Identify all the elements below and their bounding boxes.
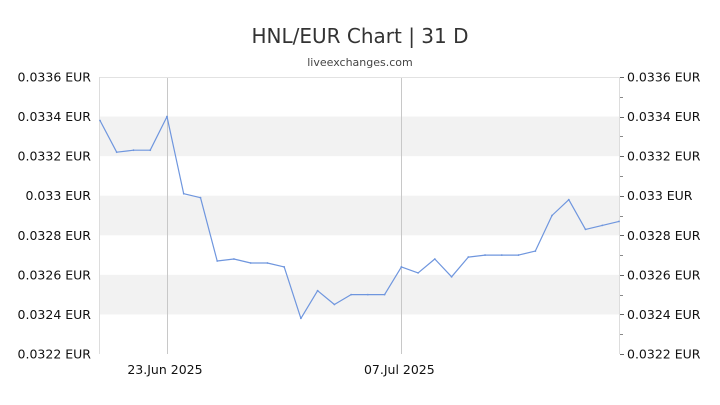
y-tick-label-left: 0.0332 EUR	[18, 149, 92, 164]
data-point	[366, 293, 369, 296]
data-point	[450, 275, 453, 278]
y-tick-label-left: 0.0326 EUR	[18, 267, 92, 282]
x-grid-lines	[167, 77, 402, 354]
series-group	[99, 115, 620, 320]
y-tick-label-right: 0.033 EUR	[627, 188, 693, 203]
data-point	[618, 220, 620, 223]
data-point	[400, 266, 403, 268]
data-point	[350, 293, 353, 296]
data-point	[484, 254, 486, 256]
y-tick-label-right: 0.0332 EUR	[627, 149, 701, 164]
y-tick-label-right: 0.0322 EUR	[627, 347, 701, 362]
data-point	[417, 271, 419, 274]
data-point	[383, 293, 386, 296]
data-point	[333, 303, 336, 306]
data-point	[216, 260, 219, 262]
y-tick-label-left: 0.0322 EUR	[18, 347, 92, 362]
data-point	[182, 192, 185, 195]
y-tick-label-right: 0.0336 EUR	[627, 70, 701, 85]
data-point	[467, 256, 470, 258]
y-tick-label-right: 0.0334 EUR	[627, 109, 701, 124]
x-axis: 23.Jun 2025 07.Jul 2025	[127, 362, 434, 377]
grid-bands	[100, 116, 619, 315]
data-point	[99, 119, 101, 122]
data-point	[199, 196, 202, 199]
data-point	[433, 258, 436, 260]
data-point	[115, 151, 118, 154]
y-tick-label-left: 0.0324 EUR	[18, 307, 92, 322]
plot-frame	[99, 77, 620, 354]
y-tick-label-left: 0.0334 EUR	[18, 109, 92, 124]
y-tick-label-right: 0.0328 EUR	[627, 228, 701, 243]
y-axis-left: 0.0322 EUR 0.0324 EUR 0.0326 EUR 0.0328 EUR…	[18, 70, 92, 362]
data-point	[300, 317, 302, 320]
data-point	[283, 266, 286, 268]
data-point	[551, 214, 553, 217]
data-point	[567, 198, 570, 201]
data-point	[149, 149, 152, 152]
y-tick-label-left: 0.0336 EUR	[18, 70, 92, 85]
data-point	[233, 258, 235, 260]
chart-title: HNL/EUR Chart | 31 D	[251, 24, 469, 48]
x-tick-label: 23.Jun 2025	[127, 362, 202, 377]
data-point	[534, 250, 537, 253]
chart-subtitle: liveexchanges.com	[307, 56, 413, 69]
series-line	[99, 115, 620, 319]
y-tick-label-right: 0.0326 EUR	[627, 267, 701, 282]
data-point	[166, 115, 168, 118]
y-tick-label-left: 0.033 EUR	[26, 188, 92, 203]
grid-band	[100, 195, 619, 236]
x-tick-label: 07.Jul 2025	[364, 362, 435, 377]
y-axis-right: 0.0322 EUR 0.0324 EUR 0.0326 EUR 0.0328 EUR…	[620, 70, 701, 362]
grid-band	[100, 116, 619, 157]
data-point	[601, 224, 604, 227]
y-tick-label-right: 0.0324 EUR	[627, 307, 701, 322]
data-point	[584, 228, 587, 231]
data-point	[500, 254, 503, 256]
data-point	[132, 149, 135, 152]
data-point	[249, 262, 252, 264]
y-tick-label-left: 0.0328 EUR	[18, 228, 92, 243]
data-point	[517, 254, 520, 256]
data-point	[266, 262, 269, 264]
data-point	[316, 289, 319, 292]
